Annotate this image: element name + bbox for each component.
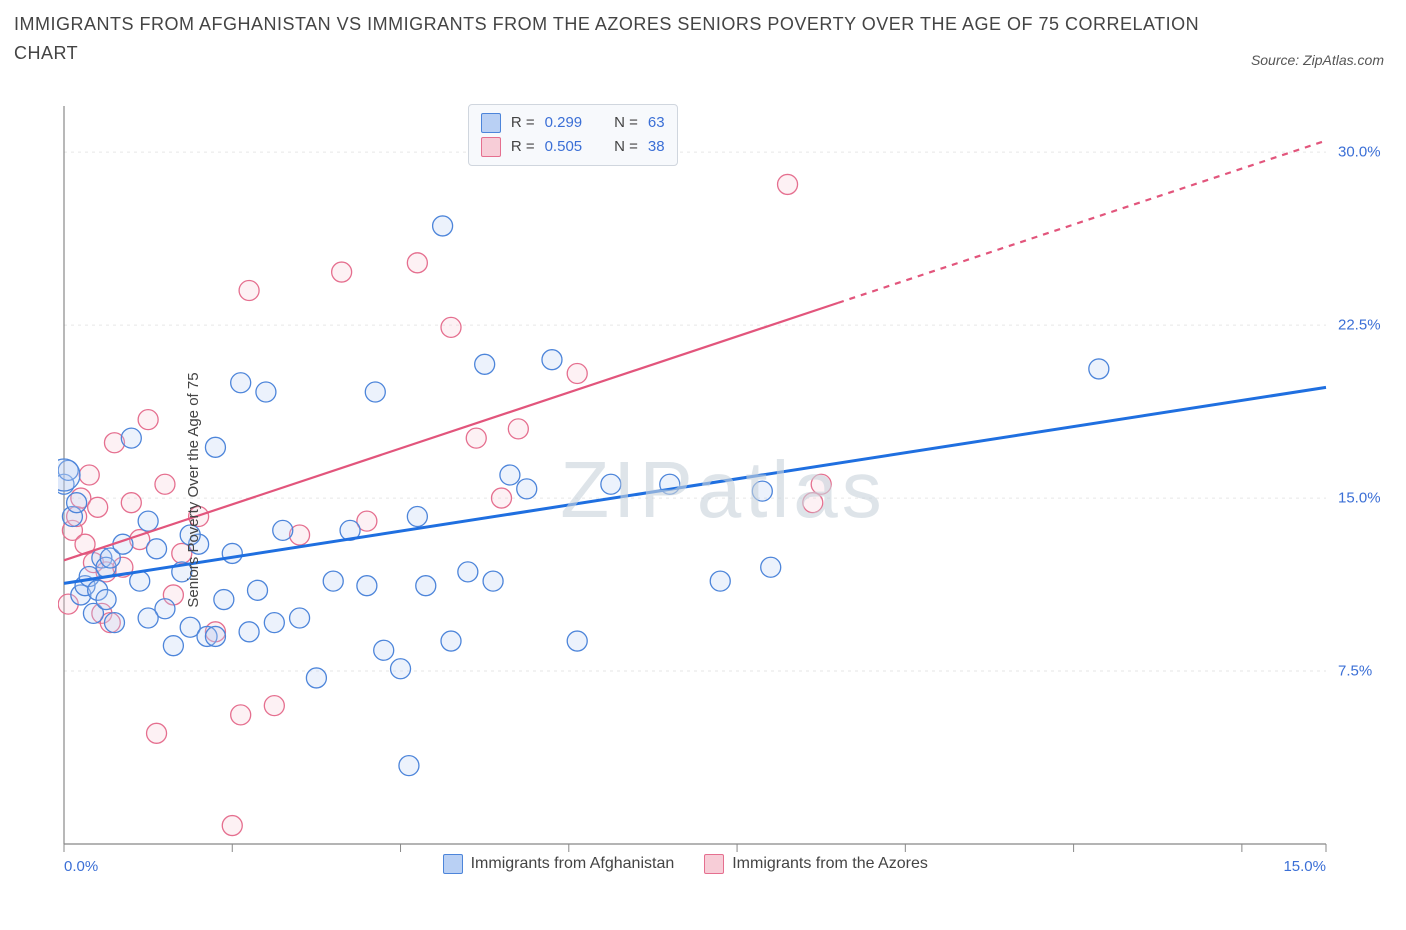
scatter-chart	[58, 100, 1388, 880]
series-legend-item: Immigrants from Afghanistan	[443, 854, 675, 874]
series-legend-label: Immigrants from Afghanistan	[471, 855, 675, 873]
legend-row: R = 0.299 N = 63	[481, 111, 665, 135]
correlation-legend: R = 0.299 N = 63 R = 0.505 N = 38	[468, 104, 678, 166]
legend-n-value: 38	[648, 135, 665, 159]
legend-swatch	[481, 113, 501, 133]
series-legend-label: Immigrants from the Azores	[732, 855, 928, 873]
legend-n-value: 63	[648, 111, 665, 135]
legend-r-label: R =	[511, 135, 535, 159]
legend-n-label: N =	[614, 111, 638, 135]
series-legend: Immigrants from Afghanistan Immigrants fr…	[443, 854, 928, 874]
y-tick-label: 7.5%	[1338, 663, 1372, 680]
source-label: Source: ZipAtlas.com	[1251, 52, 1384, 68]
y-tick-label: 22.5%	[1338, 317, 1381, 334]
chart-title: IMMIGRANTS FROM AFGHANISTAN VS IMMIGRANT…	[14, 10, 1206, 68]
legend-swatch	[443, 854, 463, 874]
y-tick-label: 30.0%	[1338, 144, 1381, 161]
y-axis-label: Seniors Poverty Over the Age of 75	[185, 372, 202, 607]
x-tick-label: 15.0%	[1283, 858, 1326, 875]
series-legend-item: Immigrants from the Azores	[704, 854, 928, 874]
legend-row: R = 0.505 N = 38	[481, 135, 665, 159]
legend-swatch	[481, 137, 501, 157]
x-tick-label: 0.0%	[64, 858, 98, 875]
legend-swatch	[704, 854, 724, 874]
legend-r-value: 0.299	[545, 111, 583, 135]
legend-r-label: R =	[511, 111, 535, 135]
chart-area: Seniors Poverty Over the Age of 75 ZIPat…	[58, 100, 1388, 880]
legend-r-value: 0.505	[545, 135, 583, 159]
y-tick-label: 15.0%	[1338, 490, 1381, 507]
legend-n-label: N =	[614, 135, 638, 159]
